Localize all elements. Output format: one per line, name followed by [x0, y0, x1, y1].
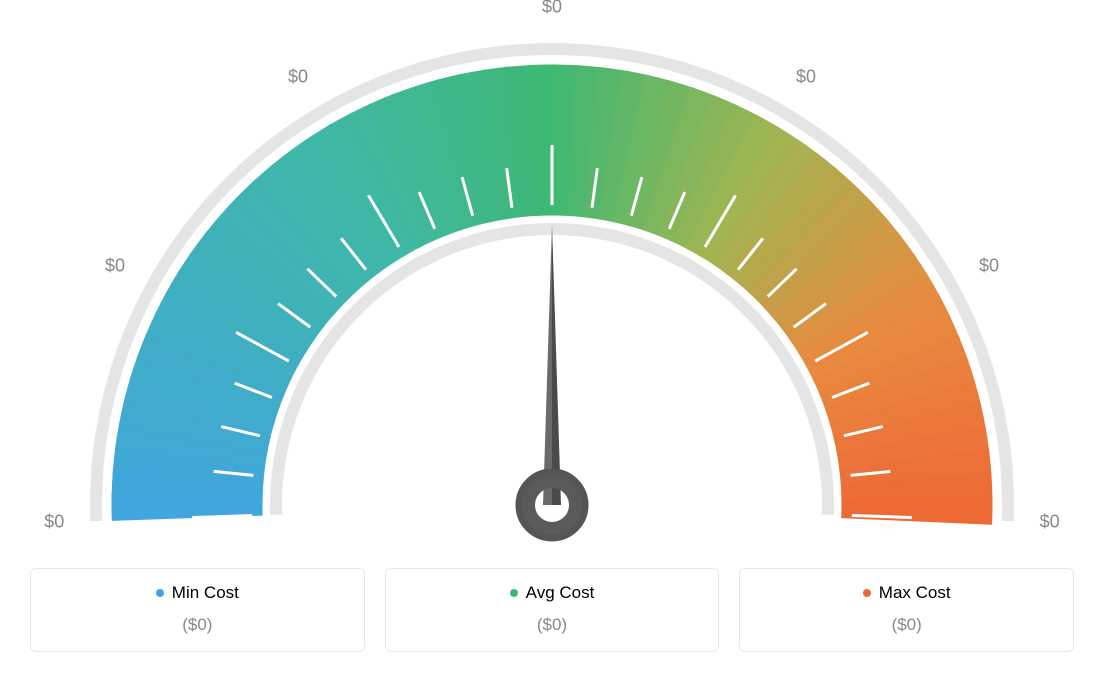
gauge-tick-label: $0 [542, 0, 562, 18]
legend-row: Min Cost ($0) Avg Cost ($0) Max Cost ($0… [0, 568, 1104, 652]
gauge-chart: $0 $0 $0 $0 $0 $0 $0 [0, 0, 1104, 560]
legend-title-max: Max Cost [756, 583, 1057, 603]
gauge-tick-label: $0 [1040, 512, 1060, 533]
legend-title-avg: Avg Cost [402, 583, 703, 603]
legend-card-max: Max Cost ($0) [739, 568, 1074, 652]
legend-dot-min [156, 589, 164, 597]
gauge-tick-label: $0 [796, 66, 816, 87]
legend-title-min: Min Cost [47, 583, 348, 603]
legend-value-min: ($0) [47, 615, 348, 635]
gauge-tick-label: $0 [44, 512, 64, 533]
legend-card-min: Min Cost ($0) [30, 568, 365, 652]
gauge-tick-label: $0 [979, 256, 999, 277]
legend-label-avg: Avg Cost [526, 583, 595, 603]
legend-card-avg: Avg Cost ($0) [385, 568, 720, 652]
legend-value-avg: ($0) [402, 615, 703, 635]
legend-dot-avg [510, 589, 518, 597]
gauge-tick-label: $0 [288, 66, 308, 87]
gauge-tick-label: $0 [105, 256, 125, 277]
legend-label-max: Max Cost [879, 583, 951, 603]
gauge-svg [0, 0, 1104, 560]
legend-label-min: Min Cost [172, 583, 239, 603]
legend-value-max: ($0) [756, 615, 1057, 635]
legend-dot-max [863, 589, 871, 597]
